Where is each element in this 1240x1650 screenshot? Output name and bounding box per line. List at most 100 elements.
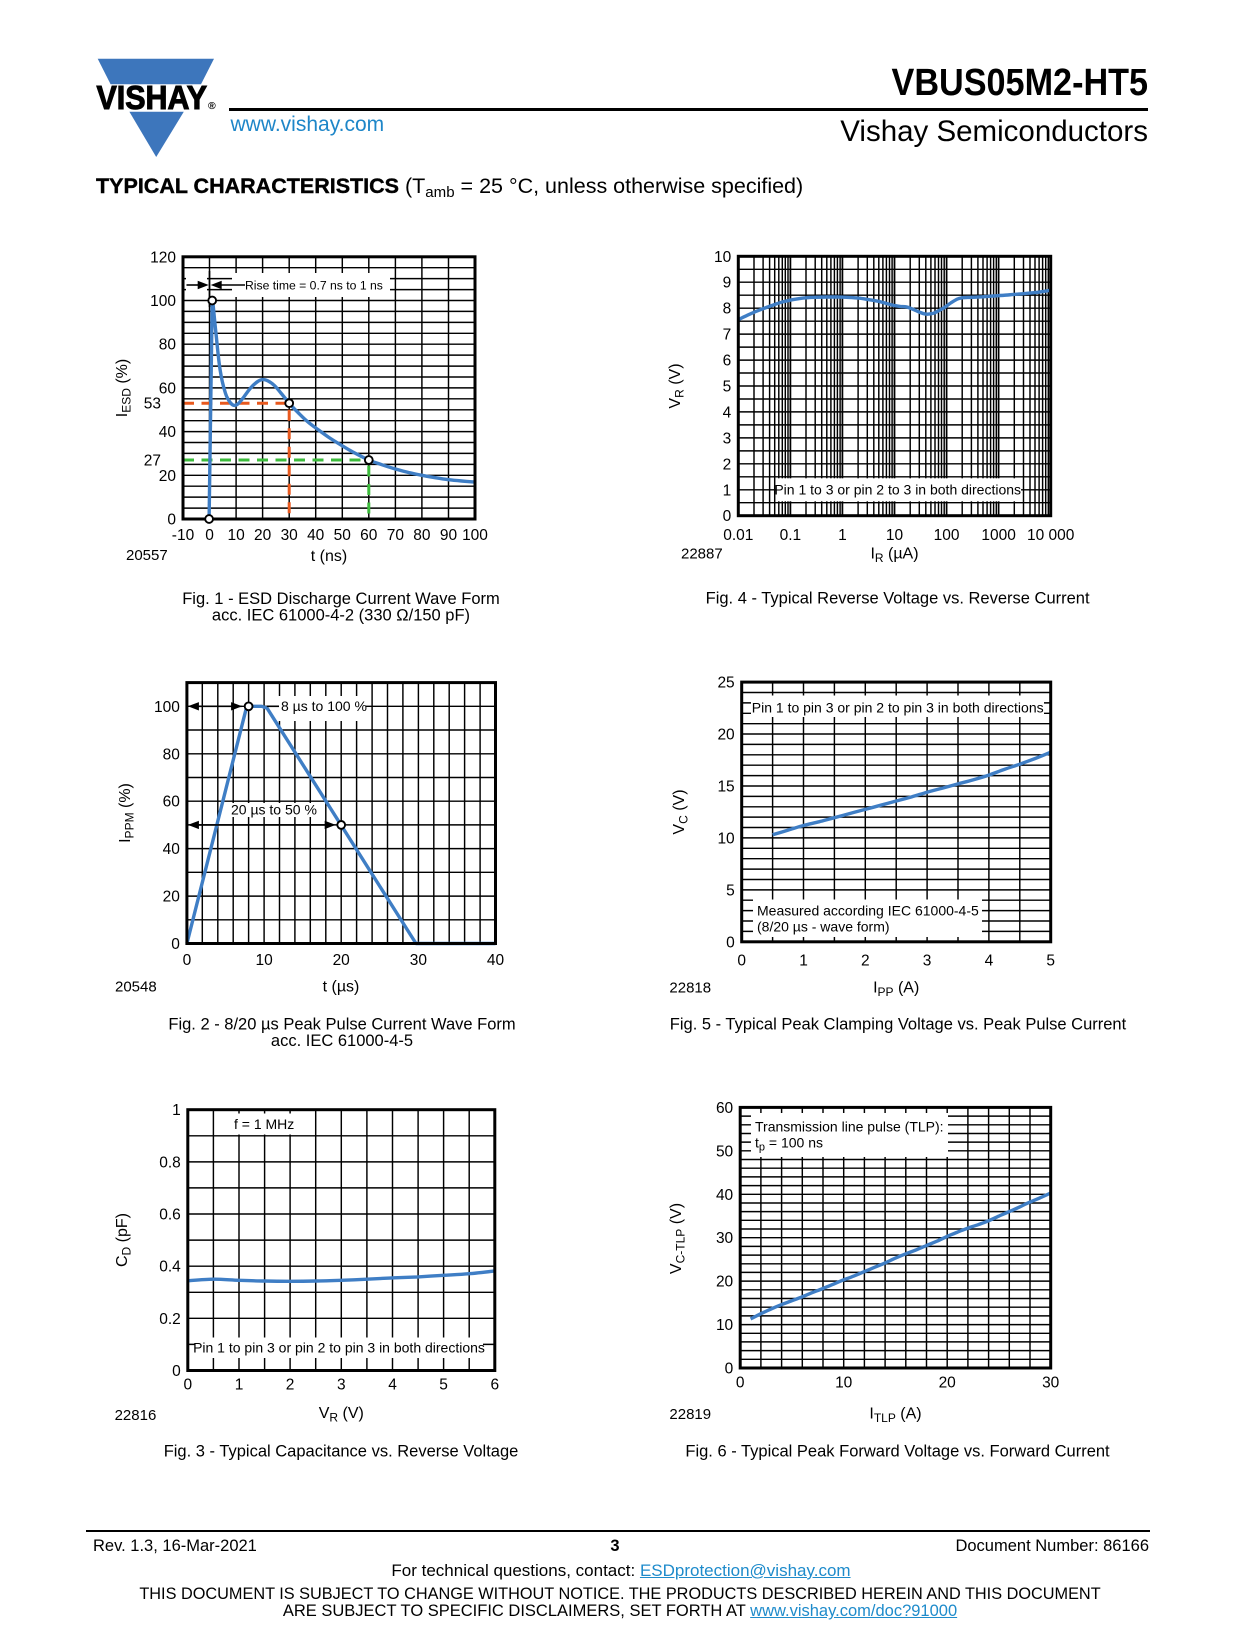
- svg-text:VR (V): VR (V): [319, 1405, 364, 1425]
- svg-text:IPPM (%): IPPM (%): [117, 783, 137, 843]
- svg-text:0: 0: [183, 952, 192, 969]
- svg-text:5: 5: [439, 1377, 448, 1394]
- svg-text:tp = 100 ns: tp = 100 ns: [755, 1135, 823, 1154]
- svg-text:4: 4: [723, 404, 732, 421]
- svg-text:0.8: 0.8: [159, 1154, 181, 1171]
- svg-text:7: 7: [723, 327, 732, 344]
- svg-text:f = 1 MHz: f = 1 MHz: [234, 1116, 294, 1132]
- svg-text:60: 60: [716, 1100, 734, 1117]
- svg-text:acc. IEC 61000-4-2 (330 Ω/150: acc. IEC 61000-4-2 (330 Ω/150 pF): [212, 607, 470, 625]
- svg-text:10: 10: [886, 527, 904, 544]
- svg-text:40: 40: [307, 527, 325, 544]
- svg-text:Fig. 6 - Typical Peak Forward: Fig. 6 - Typical Peak Forward Voltage vs…: [685, 1443, 1110, 1461]
- svg-text:6: 6: [490, 1377, 499, 1394]
- svg-text:40: 40: [163, 841, 181, 858]
- svg-text:20: 20: [254, 527, 272, 544]
- svg-text:Fig. 2 - 8/20 µs Peak Pulse Cu: Fig. 2 - 8/20 µs Peak Pulse Current Wave…: [168, 1016, 515, 1034]
- svg-text:22887: 22887: [681, 546, 723, 563]
- svg-text:20: 20: [939, 1375, 957, 1392]
- svg-text:10: 10: [716, 1317, 734, 1334]
- svg-text:40: 40: [487, 952, 505, 969]
- svg-text:0: 0: [725, 1361, 734, 1378]
- svg-text:50: 50: [334, 527, 352, 544]
- svg-text:6: 6: [723, 353, 732, 370]
- svg-text:20: 20: [163, 889, 181, 906]
- svg-text:VR (V): VR (V): [667, 363, 687, 408]
- svg-text:8: 8: [723, 301, 732, 318]
- svg-text:3: 3: [723, 430, 732, 447]
- svg-text:100: 100: [934, 527, 960, 544]
- svg-text:100: 100: [150, 293, 176, 310]
- svg-text:1: 1: [235, 1377, 244, 1394]
- svg-text:30: 30: [716, 1230, 734, 1247]
- svg-text:VC (V): VC (V): [671, 789, 691, 834]
- svg-text:4: 4: [388, 1377, 397, 1394]
- svg-text:8 µs to 100 %: 8 µs to 100 %: [281, 698, 367, 714]
- svg-text:t (ns): t (ns): [311, 548, 347, 565]
- svg-text:10: 10: [255, 952, 273, 969]
- svg-text:2: 2: [286, 1377, 295, 1394]
- svg-text:15: 15: [717, 779, 734, 796]
- svg-text:2: 2: [861, 953, 870, 970]
- svg-text:ITLP (A): ITLP (A): [869, 1406, 921, 1426]
- svg-text:0.01: 0.01: [723, 527, 753, 544]
- svg-text:4: 4: [985, 953, 994, 970]
- svg-text:Transmission line pulse (TLP):: Transmission line pulse (TLP):: [755, 1119, 944, 1135]
- svg-text:90: 90: [440, 527, 458, 544]
- svg-text:30: 30: [410, 952, 428, 969]
- svg-text:0: 0: [205, 527, 214, 544]
- svg-text:Rise time = 0.7 ns to 1 ns: Rise time = 0.7 ns to 1 ns: [245, 279, 383, 293]
- svg-text:27: 27: [144, 453, 161, 470]
- svg-text:1000: 1000: [981, 527, 1016, 544]
- svg-text:25: 25: [717, 675, 734, 692]
- svg-text:5: 5: [1046, 953, 1055, 970]
- svg-text:22818: 22818: [669, 980, 711, 997]
- svg-text:Pin 1 to pin 3 or pin 2 to pin: Pin 1 to pin 3 or pin 2 to pin 3 in both…: [193, 1340, 485, 1356]
- svg-text:0: 0: [171, 936, 180, 953]
- svg-text:3: 3: [337, 1377, 346, 1394]
- svg-text:CD (pF): CD (pF): [114, 1213, 134, 1267]
- svg-text:9: 9: [723, 275, 732, 292]
- svg-text:80: 80: [413, 527, 431, 544]
- svg-text:20 µs to 50 %: 20 µs to 50 %: [231, 801, 317, 817]
- svg-text:1: 1: [723, 482, 732, 499]
- svg-text:10: 10: [714, 249, 732, 266]
- svg-text:0: 0: [172, 1363, 181, 1380]
- svg-text:0: 0: [183, 1377, 192, 1394]
- svg-text:Measured according IEC 61000-4: Measured according IEC 61000-4-5: [757, 902, 979, 918]
- svg-text:®: ®: [208, 100, 216, 112]
- svg-text:60: 60: [163, 794, 181, 811]
- svg-text:IR (µA): IR (µA): [870, 546, 918, 566]
- svg-text:20548: 20548: [115, 979, 157, 996]
- svg-text:10: 10: [835, 1375, 853, 1392]
- svg-text:acc. IEC 61000-4-5: acc. IEC 61000-4-5: [271, 1032, 413, 1050]
- svg-text:(8/20 µs - wave form): (8/20 µs - wave form): [757, 918, 890, 934]
- svg-text:20: 20: [333, 952, 351, 969]
- svg-text:2: 2: [723, 456, 732, 473]
- svg-text:80: 80: [163, 746, 181, 763]
- svg-text:0: 0: [723, 508, 732, 525]
- svg-text:53: 53: [144, 396, 161, 413]
- svg-text:0: 0: [737, 953, 746, 970]
- svg-text:Pin 1 to pin 3 or pin 2 to pin: Pin 1 to pin 3 or pin 2 to pin 3 in both…: [752, 700, 1044, 716]
- svg-text:0.6: 0.6: [159, 1207, 181, 1224]
- svg-text:100: 100: [154, 699, 180, 716]
- svg-text:60: 60: [159, 380, 177, 397]
- svg-text:20: 20: [717, 727, 735, 744]
- svg-text:IPP (A): IPP (A): [873, 980, 919, 1000]
- svg-text:22816: 22816: [115, 1407, 157, 1424]
- svg-text:1: 1: [172, 1102, 181, 1119]
- svg-text:Fig. 3 - Typical Capacitance v: Fig. 3 - Typical Capacitance vs. Reverse…: [164, 1443, 519, 1461]
- svg-text:Fig. 1 - ESD Discharge Current: Fig. 1 - ESD Discharge Current Wave Form: [182, 590, 500, 608]
- svg-text:VISHAY: VISHAY: [97, 80, 208, 117]
- svg-text:100: 100: [462, 527, 488, 544]
- svg-text:0.1: 0.1: [780, 527, 802, 544]
- svg-text:1: 1: [799, 953, 808, 970]
- svg-text:40: 40: [159, 424, 177, 441]
- svg-text:80: 80: [159, 337, 177, 354]
- svg-text:1: 1: [838, 527, 847, 544]
- svg-text:5: 5: [726, 882, 735, 899]
- svg-text:10: 10: [227, 527, 245, 544]
- svg-text:0.2: 0.2: [159, 1311, 181, 1328]
- svg-text:t (µs): t (µs): [323, 979, 360, 996]
